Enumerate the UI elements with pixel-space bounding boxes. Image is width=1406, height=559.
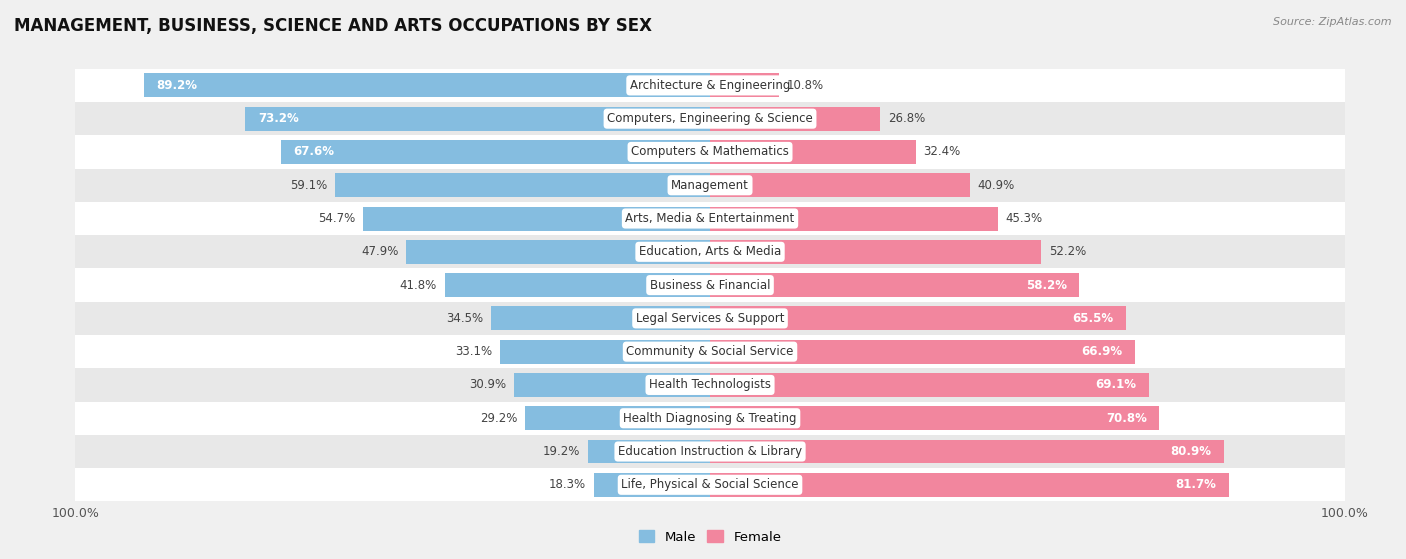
Text: Management: Management bbox=[671, 179, 749, 192]
Bar bbox=[710, 273, 1080, 297]
Bar bbox=[710, 373, 1149, 397]
Text: 45.3%: 45.3% bbox=[1005, 212, 1042, 225]
Bar bbox=[76, 102, 1344, 135]
Text: 69.1%: 69.1% bbox=[1095, 378, 1136, 391]
Text: 54.7%: 54.7% bbox=[318, 212, 356, 225]
Bar bbox=[710, 173, 970, 197]
Bar bbox=[710, 306, 1126, 330]
Text: 47.9%: 47.9% bbox=[361, 245, 398, 258]
Text: 29.2%: 29.2% bbox=[479, 412, 517, 425]
Bar bbox=[444, 273, 710, 297]
Text: Education Instruction & Library: Education Instruction & Library bbox=[619, 445, 801, 458]
Bar bbox=[76, 268, 1344, 302]
Text: Arts, Media & Entertainment: Arts, Media & Entertainment bbox=[626, 212, 794, 225]
Text: Life, Physical & Social Science: Life, Physical & Social Science bbox=[621, 479, 799, 491]
Bar bbox=[524, 406, 710, 430]
Text: 10.8%: 10.8% bbox=[786, 79, 824, 92]
Bar bbox=[76, 435, 1344, 468]
Bar bbox=[76, 302, 1344, 335]
Text: 40.9%: 40.9% bbox=[977, 179, 1015, 192]
Bar bbox=[76, 335, 1344, 368]
Bar bbox=[710, 206, 998, 230]
Bar bbox=[710, 406, 1160, 430]
Text: Health Technologists: Health Technologists bbox=[650, 378, 770, 391]
Bar bbox=[710, 107, 880, 131]
Text: MANAGEMENT, BUSINESS, SCIENCE AND ARTS OCCUPATIONS BY SEX: MANAGEMENT, BUSINESS, SCIENCE AND ARTS O… bbox=[14, 17, 652, 35]
Bar bbox=[76, 69, 1344, 102]
Text: 65.5%: 65.5% bbox=[1071, 312, 1114, 325]
Text: Legal Services & Support: Legal Services & Support bbox=[636, 312, 785, 325]
Bar bbox=[76, 235, 1344, 268]
Text: 67.6%: 67.6% bbox=[294, 145, 335, 158]
Text: 89.2%: 89.2% bbox=[156, 79, 197, 92]
Text: 58.2%: 58.2% bbox=[1026, 278, 1067, 292]
Bar bbox=[710, 73, 779, 97]
Text: Health Diagnosing & Treating: Health Diagnosing & Treating bbox=[623, 412, 797, 425]
Bar bbox=[513, 373, 710, 397]
Text: 18.3%: 18.3% bbox=[550, 479, 586, 491]
Text: Education, Arts & Media: Education, Arts & Media bbox=[638, 245, 782, 258]
Bar bbox=[710, 340, 1135, 364]
Bar bbox=[710, 439, 1223, 463]
Bar bbox=[710, 240, 1042, 264]
Bar bbox=[143, 73, 710, 97]
Bar bbox=[406, 240, 710, 264]
Text: Community & Social Service: Community & Social Service bbox=[626, 345, 794, 358]
Text: 32.4%: 32.4% bbox=[924, 145, 960, 158]
Text: Computers & Mathematics: Computers & Mathematics bbox=[631, 145, 789, 158]
Text: 80.9%: 80.9% bbox=[1170, 445, 1211, 458]
Bar bbox=[335, 173, 710, 197]
Text: Source: ZipAtlas.com: Source: ZipAtlas.com bbox=[1274, 17, 1392, 27]
Bar bbox=[491, 306, 710, 330]
Bar bbox=[363, 206, 710, 230]
Bar bbox=[76, 468, 1344, 501]
Bar bbox=[588, 439, 710, 463]
Text: 19.2%: 19.2% bbox=[543, 445, 581, 458]
Bar bbox=[76, 368, 1344, 401]
Bar bbox=[710, 140, 915, 164]
Text: 52.2%: 52.2% bbox=[1049, 245, 1087, 258]
Text: Architecture & Engineering: Architecture & Engineering bbox=[630, 79, 790, 92]
Text: 81.7%: 81.7% bbox=[1175, 479, 1216, 491]
Text: Computers, Engineering & Science: Computers, Engineering & Science bbox=[607, 112, 813, 125]
Text: 30.9%: 30.9% bbox=[470, 378, 506, 391]
Text: 66.9%: 66.9% bbox=[1081, 345, 1122, 358]
Bar bbox=[710, 473, 1229, 497]
Text: 73.2%: 73.2% bbox=[259, 112, 299, 125]
Bar bbox=[246, 107, 710, 131]
Text: 70.8%: 70.8% bbox=[1107, 412, 1147, 425]
Text: Business & Financial: Business & Financial bbox=[650, 278, 770, 292]
Bar bbox=[76, 135, 1344, 169]
Bar bbox=[593, 473, 710, 497]
Text: 33.1%: 33.1% bbox=[456, 345, 492, 358]
Text: 41.8%: 41.8% bbox=[399, 278, 437, 292]
Text: 34.5%: 34.5% bbox=[446, 312, 484, 325]
Bar bbox=[76, 169, 1344, 202]
Bar bbox=[76, 202, 1344, 235]
Text: 26.8%: 26.8% bbox=[887, 112, 925, 125]
Bar bbox=[76, 401, 1344, 435]
Bar bbox=[501, 340, 710, 364]
Text: 59.1%: 59.1% bbox=[290, 179, 328, 192]
Bar bbox=[281, 140, 710, 164]
Legend: Male, Female: Male, Female bbox=[633, 525, 787, 549]
